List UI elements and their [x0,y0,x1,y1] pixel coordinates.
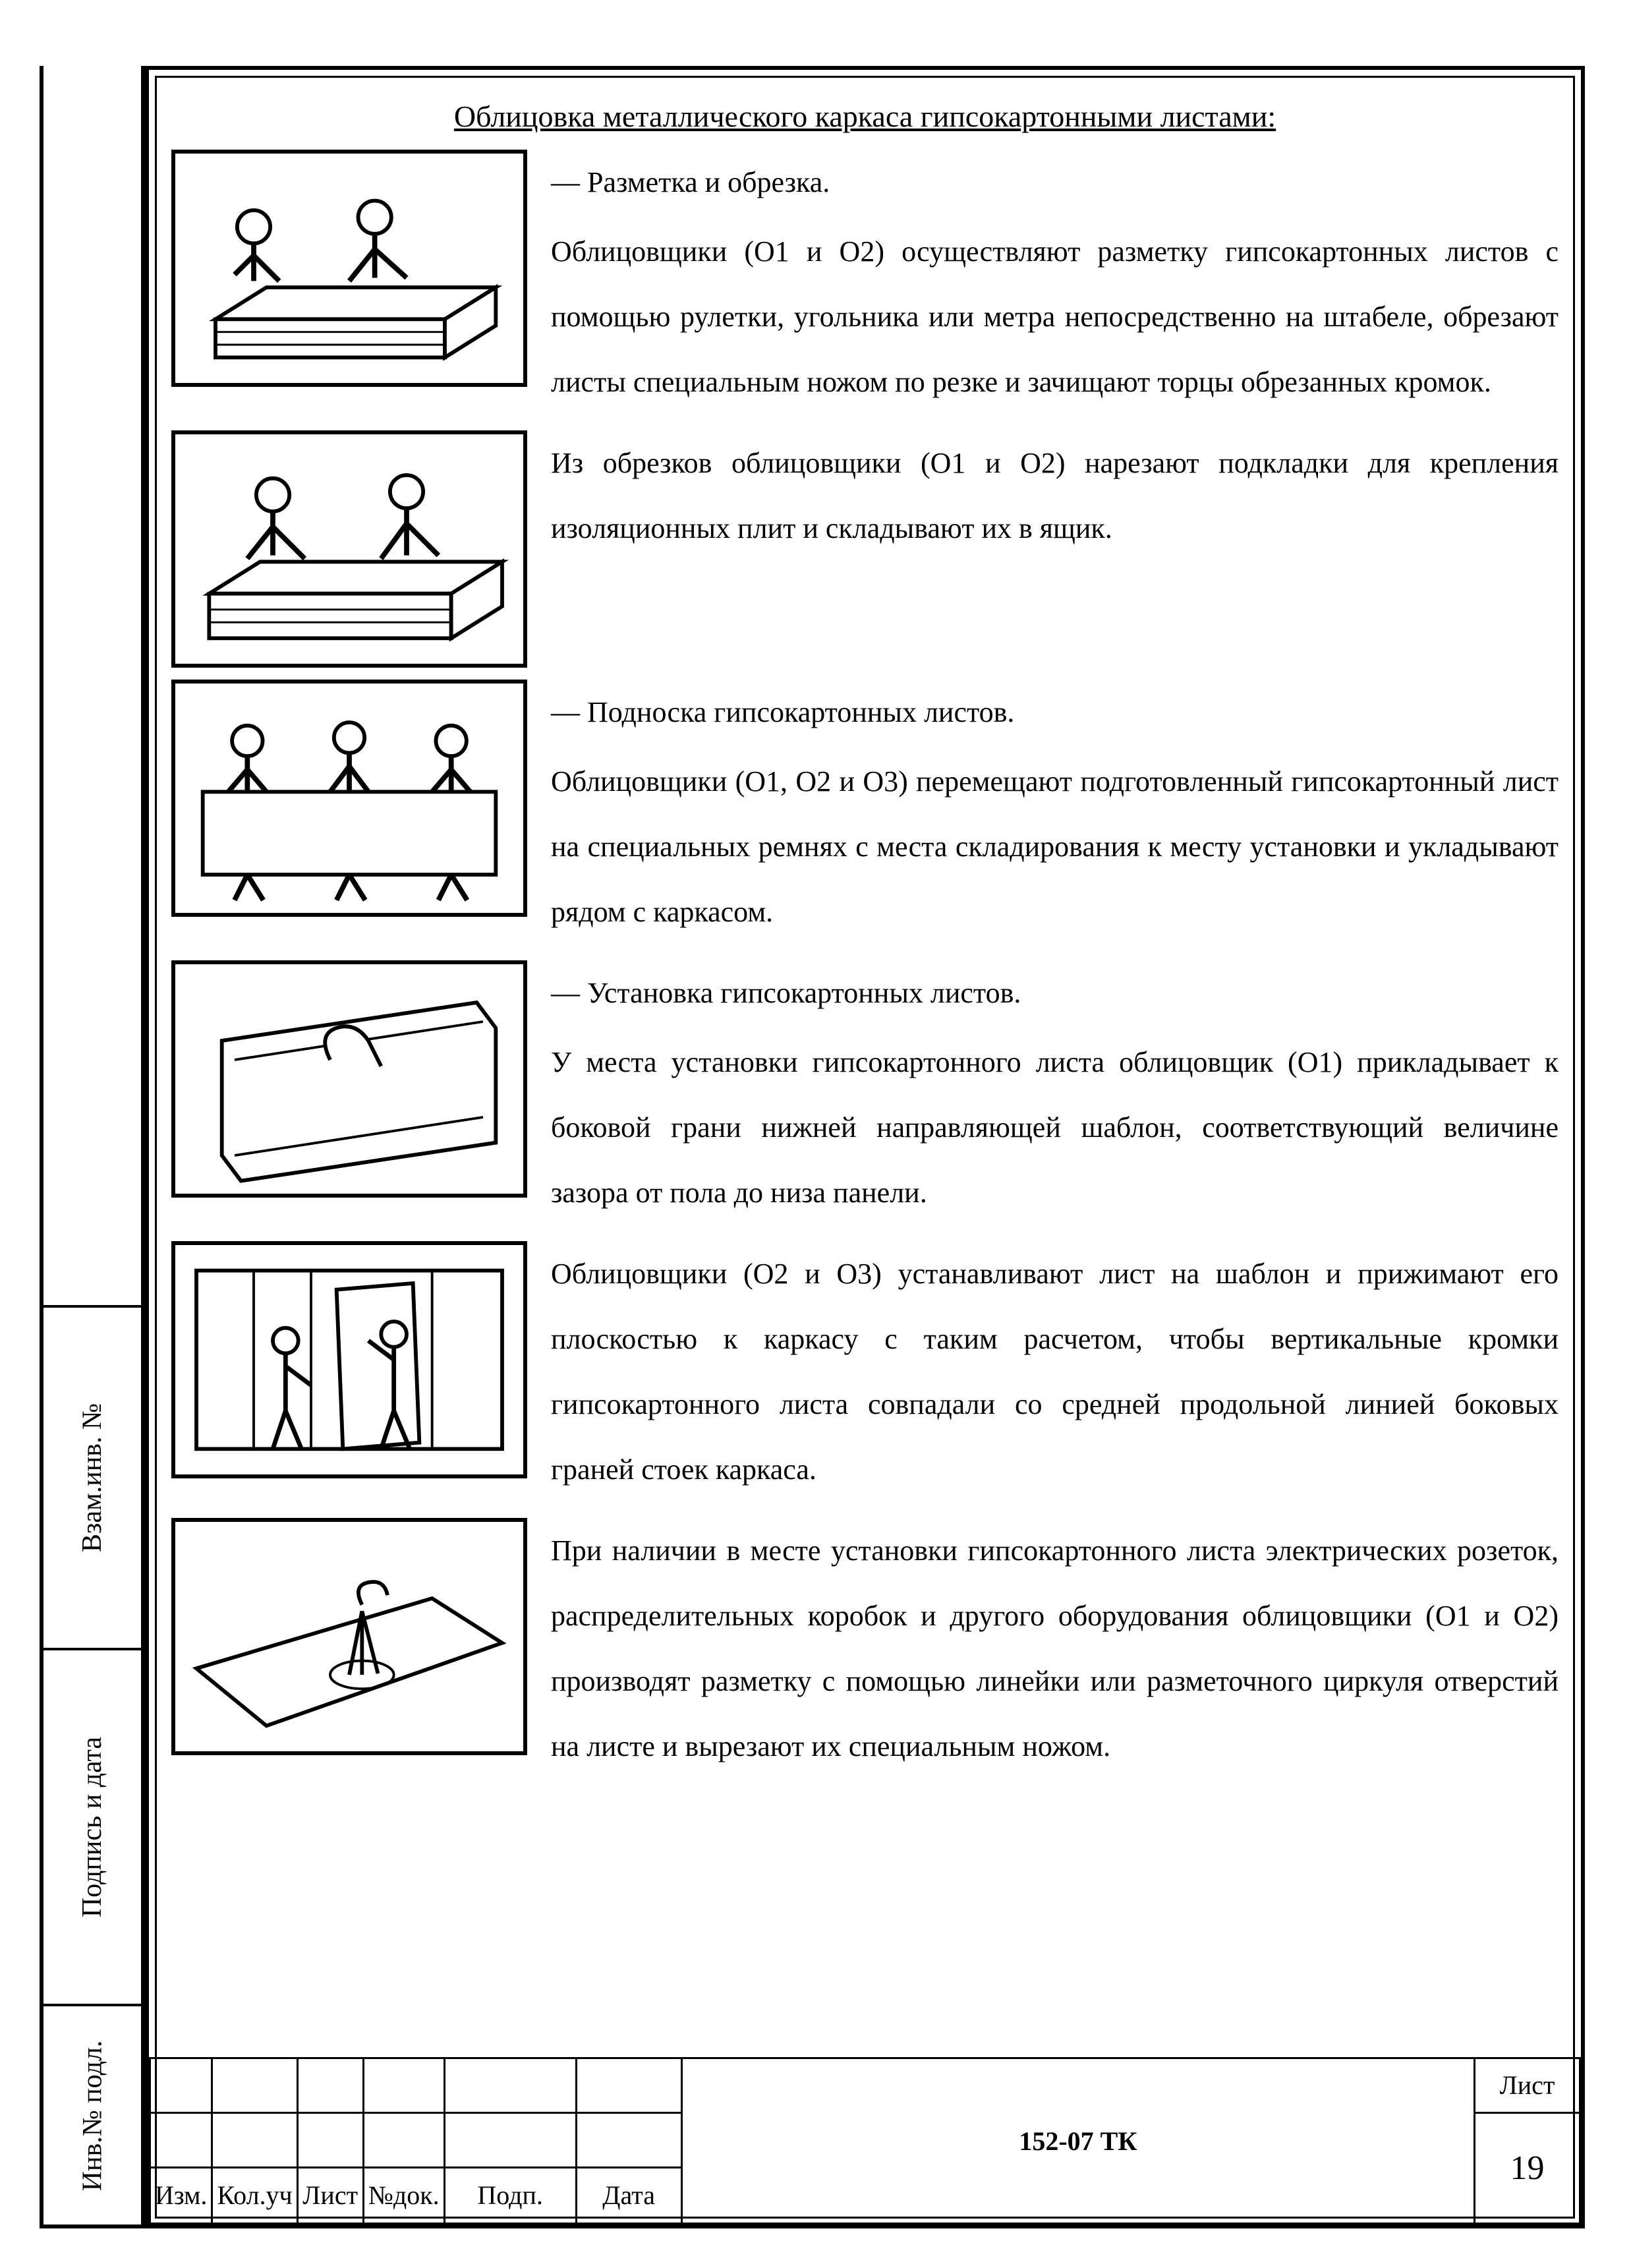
section-2-para: Из обрезков облицовщики (О1 и О2) нареза… [551,430,1559,561]
figure-6 [171,1518,527,1755]
col-list: Лист [297,2167,363,2223]
section-3-text: — Подноска гипсокартонных листов. Облицо… [551,680,1559,948]
sheet-label: Лист [1475,2058,1580,2113]
section-4: — Установка гипсокартонных листов. У мес… [171,960,1559,1229]
figure-3-svg [175,683,523,913]
section-2-text: Из обрезков облицовщики (О1 и О2) нареза… [551,430,1559,565]
figure-4 [171,960,527,1198]
side-cell-inv-podl: Инв.№ подл. [43,2004,141,2228]
section-6: При наличии в месте установки гипсокарто… [171,1518,1559,1783]
section-1: — Разметка и обрезка. Облицовщики (О1 и … [171,150,1559,419]
page-title: Облицовка металлического каркаса гипсока… [171,99,1559,134]
section-1-heading: — Разметка и обрезка. [551,150,1559,215]
section-3: — Подноска гипсокартонных листов. Облицо… [171,680,1559,948]
figure-6-svg [175,1522,523,1751]
side-label-vzam-inv: Взам.инв. № [76,1403,108,1552]
section-3-para: Облицовщики (О1, О2 и О3) перемещают под… [551,749,1559,945]
section-2: Из обрезков облицовщики (О1 и О2) нареза… [171,430,1559,668]
section-4-text: — Установка гипсокартонных листов. У мес… [551,960,1559,1229]
figure-4-svg [175,964,523,1194]
side-label-podpis-data: Подпись и дата [76,1737,108,1917]
title-block: 152-07 ТК Лист 19 Изм. Кол.уч Лист №док.… [145,2057,1585,2228]
side-cell-podpis-data: Подпись и дата [43,1648,141,2004]
section-5: Облицовщики (О2 и О3) устанавливают лист… [171,1241,1559,1506]
figure-2-svg [175,434,523,664]
col-podp: Подп. [444,2167,576,2223]
col-ndok: №док. [363,2167,444,2223]
doc-code: 152-07 ТК [681,2058,1474,2224]
col-izm: Изм. [150,2167,212,2223]
section-4-para: У места установки гипсокартонного листа … [551,1030,1559,1225]
figure-2 [171,430,527,668]
section-6-para: При наличии в месте установки гипсокарто… [551,1518,1559,1779]
sheet-number: 19 [1475,2112,1580,2223]
section-5-para: Облицовщики (О2 и О3) устанавливают лист… [551,1241,1559,1502]
section-3-heading: — Подноска гипсокартонных листов. [551,680,1559,745]
page-root: Взам.инв. № Подпись и дата Инв.№ подл. О… [0,0,1631,2268]
figure-1-svg [175,154,523,383]
side-label-inv-podl: Инв.№ подл. [76,2040,108,2191]
content-area: Облицовка металлического каркаса гипсока… [171,92,1559,2044]
side-cell-vzam-inv: Взам.инв. № [43,1305,141,1648]
section-1-text: — Разметка и обрезка. Облицовщики (О1 и … [551,150,1559,419]
section-6-text: При наличии в месте установки гипсокарто… [551,1518,1559,1783]
figure-1 [171,150,527,387]
figure-5 [171,1241,527,1478]
col-data: Дата [576,2167,681,2223]
figure-5-svg [175,1245,523,1474]
section-1-para: Облицовщики (О1 и О2) осуществляют разме… [551,219,1559,415]
section-4-heading: — Установка гипсокартонных листов. [551,960,1559,1026]
left-margin-column: Взам.инв. № Подпись и дата Инв.№ подл. [40,66,145,2228]
section-5-text: Облицовщики (О2 и О3) устанавливают лист… [551,1241,1559,1506]
figure-3 [171,680,527,917]
title-block-table: 152-07 ТК Лист 19 Изм. Кол.уч Лист №док.… [149,2057,1581,2224]
col-kol: Кол.уч [212,2167,297,2223]
